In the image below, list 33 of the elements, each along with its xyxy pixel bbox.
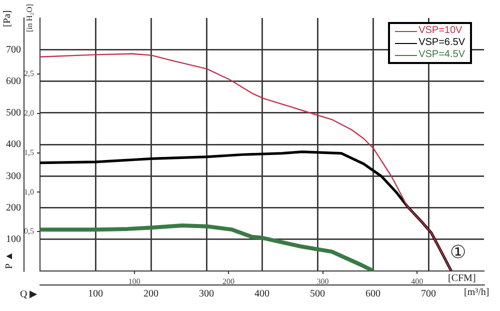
y-tick-label: 600 [6,76,21,87]
x2-tick-label: 200 [222,276,235,286]
x-axis-title: [m³/h] [464,287,490,298]
legend-label: VSP=10V [418,25,462,37]
y-tick-label: 400 [6,139,21,150]
y2-tick-label: 1,0 [24,187,34,196]
x-tick-label: 400 [254,288,270,300]
y2-tick-label: 2,5 [24,69,34,78]
text: Q ▶ [20,288,38,300]
legend-label: VSP=4.5V [418,49,465,61]
y2-axis-title: [in H₂O] [25,4,34,32]
y-axis-title: [Pa] [2,10,13,27]
y-tick-label: 100 [6,234,21,245]
y-tick-label: 300 [6,170,21,182]
x-tick-label: 600 [366,288,380,300]
text: P ▲ [4,251,15,269]
y-tick-label: 200 [6,202,21,214]
y-tick-label: 500 [6,108,21,118]
x2-tick-label: 300 [316,276,329,286]
y2-tick-label: 0,5 [24,226,34,236]
annotation: ① [450,241,466,263]
x-tick-label: 700 [421,288,436,300]
x2-axis-title: [CFM] [448,273,476,284]
y2-tick-label: 1,5 [24,148,34,157]
x-tick-label: 500 [310,288,325,300]
x-tick-label: 100 [88,288,103,300]
x2-tick-label: 400 [411,276,424,286]
legend-label: VSP=6.5V [418,37,465,49]
x-tick-label: 300 [199,288,214,300]
x-tick-label: 200 [144,288,158,300]
y-tick-label: 700 [6,44,21,56]
x2-tick-label: 100 [128,276,140,286]
y2-tick-label: 2,0 [24,108,34,118]
